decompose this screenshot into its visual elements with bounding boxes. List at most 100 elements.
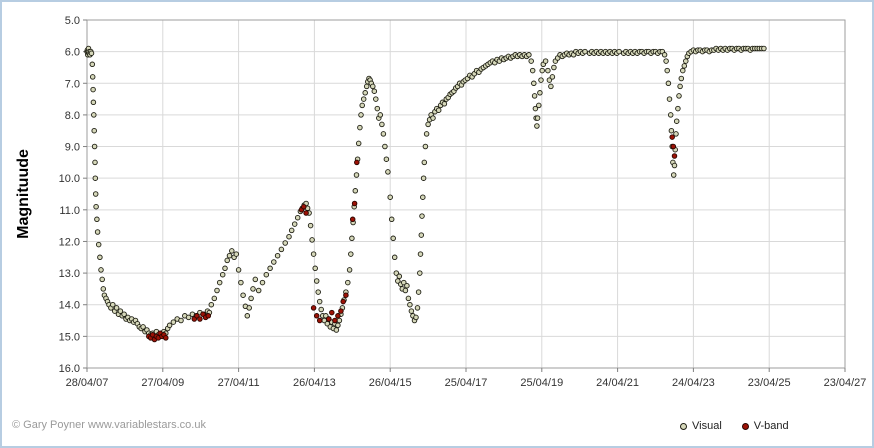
data-point	[675, 105, 681, 112]
data-point	[393, 270, 400, 276]
data-point	[170, 319, 177, 325]
data-point	[419, 213, 425, 219]
data-point	[343, 292, 349, 298]
data-point	[349, 216, 356, 223]
data-point	[315, 289, 321, 295]
data-point	[90, 99, 97, 106]
data-point	[352, 188, 359, 194]
chart-canvas: Magnituude 5.0 6.0 7.0 8.0 9.0 10.0 11.0 12.0 13…	[15, 15, 866, 389]
data-point	[222, 265, 228, 272]
data-point	[532, 105, 539, 112]
data-point	[677, 83, 683, 90]
data-point	[349, 235, 355, 242]
data-point	[430, 115, 436, 121]
data-point	[664, 67, 670, 74]
legend-item-visual: Visual	[680, 420, 722, 432]
data-point	[92, 191, 99, 197]
data-point	[214, 287, 220, 294]
data-point	[326, 316, 332, 322]
y-tick-label: 7.0	[65, 78, 80, 90]
data-point	[359, 102, 365, 109]
data-point	[370, 83, 376, 90]
data-point	[526, 52, 532, 58]
data-point	[240, 292, 246, 298]
data-point	[383, 156, 390, 162]
data-point	[761, 45, 767, 52]
visual-point-icon	[680, 422, 687, 430]
data-point	[178, 317, 184, 324]
data-point	[542, 58, 549, 64]
data-point	[205, 313, 212, 319]
data-point	[329, 309, 335, 316]
data-point	[362, 90, 368, 96]
data-point	[90, 86, 96, 93]
data-point	[92, 175, 99, 181]
data-point	[354, 159, 360, 166]
data-point	[529, 67, 536, 74]
data-point	[666, 96, 673, 102]
data-point	[271, 259, 277, 265]
data-point	[88, 50, 95, 56]
data-point	[395, 278, 401, 284]
data-point	[534, 123, 540, 129]
data-point	[425, 121, 431, 128]
data-point	[252, 276, 259, 283]
data-point	[382, 143, 388, 150]
data-point	[385, 169, 391, 175]
data-point	[246, 305, 252, 311]
data-point	[89, 74, 96, 80]
data-point	[309, 237, 315, 243]
data-point	[278, 246, 285, 253]
y-tick-label: 6.0	[65, 47, 80, 59]
data-point	[235, 267, 242, 273]
data-point	[379, 121, 385, 128]
data-point	[681, 63, 688, 69]
axis-ticks	[83, 19, 846, 372]
y-tick-label: 9.0	[65, 142, 80, 154]
data-point	[673, 131, 679, 137]
data-point	[332, 317, 338, 324]
data-point	[267, 265, 273, 272]
data-point	[238, 279, 244, 286]
data-point	[166, 322, 173, 329]
data-point	[661, 52, 668, 58]
data-point	[259, 279, 266, 286]
y-tick-label: 15.0	[59, 331, 80, 343]
data-point	[374, 105, 381, 112]
data-point	[418, 232, 425, 238]
data-point	[414, 305, 421, 311]
data-point	[140, 324, 146, 330]
x-tick-label: 27/04/11	[218, 377, 260, 389]
data-point	[98, 267, 104, 273]
data-point	[229, 248, 235, 254]
data-point	[335, 313, 341, 319]
legend-label-visual: Visual	[692, 420, 722, 432]
data-point	[338, 308, 344, 314]
data-point	[353, 172, 360, 178]
data-point	[421, 159, 428, 166]
y-tick-label: 5.0	[65, 15, 80, 27]
data-point	[665, 80, 672, 87]
data-point	[163, 335, 169, 341]
data-point	[208, 301, 215, 308]
y-axis-title: Magnituude	[15, 149, 32, 239]
y-tick-label: 14.0	[59, 300, 80, 312]
data-point	[345, 279, 351, 286]
x-tick-label: 28/04/07	[66, 377, 109, 389]
data-point	[669, 134, 675, 140]
data-point	[335, 322, 341, 329]
data-point	[388, 216, 395, 223]
data-point	[390, 235, 396, 242]
data-point	[346, 267, 353, 273]
data-point	[336, 317, 343, 324]
legend-label-vband: V-band	[753, 420, 789, 432]
data-point	[407, 301, 413, 308]
chart-legend: Visual V-band	[680, 420, 789, 432]
data-point	[423, 131, 430, 137]
data-point	[545, 67, 551, 74]
series-v-band	[146, 134, 678, 343]
data-point	[93, 203, 99, 210]
data-point	[91, 127, 97, 134]
data-point	[380, 131, 387, 137]
